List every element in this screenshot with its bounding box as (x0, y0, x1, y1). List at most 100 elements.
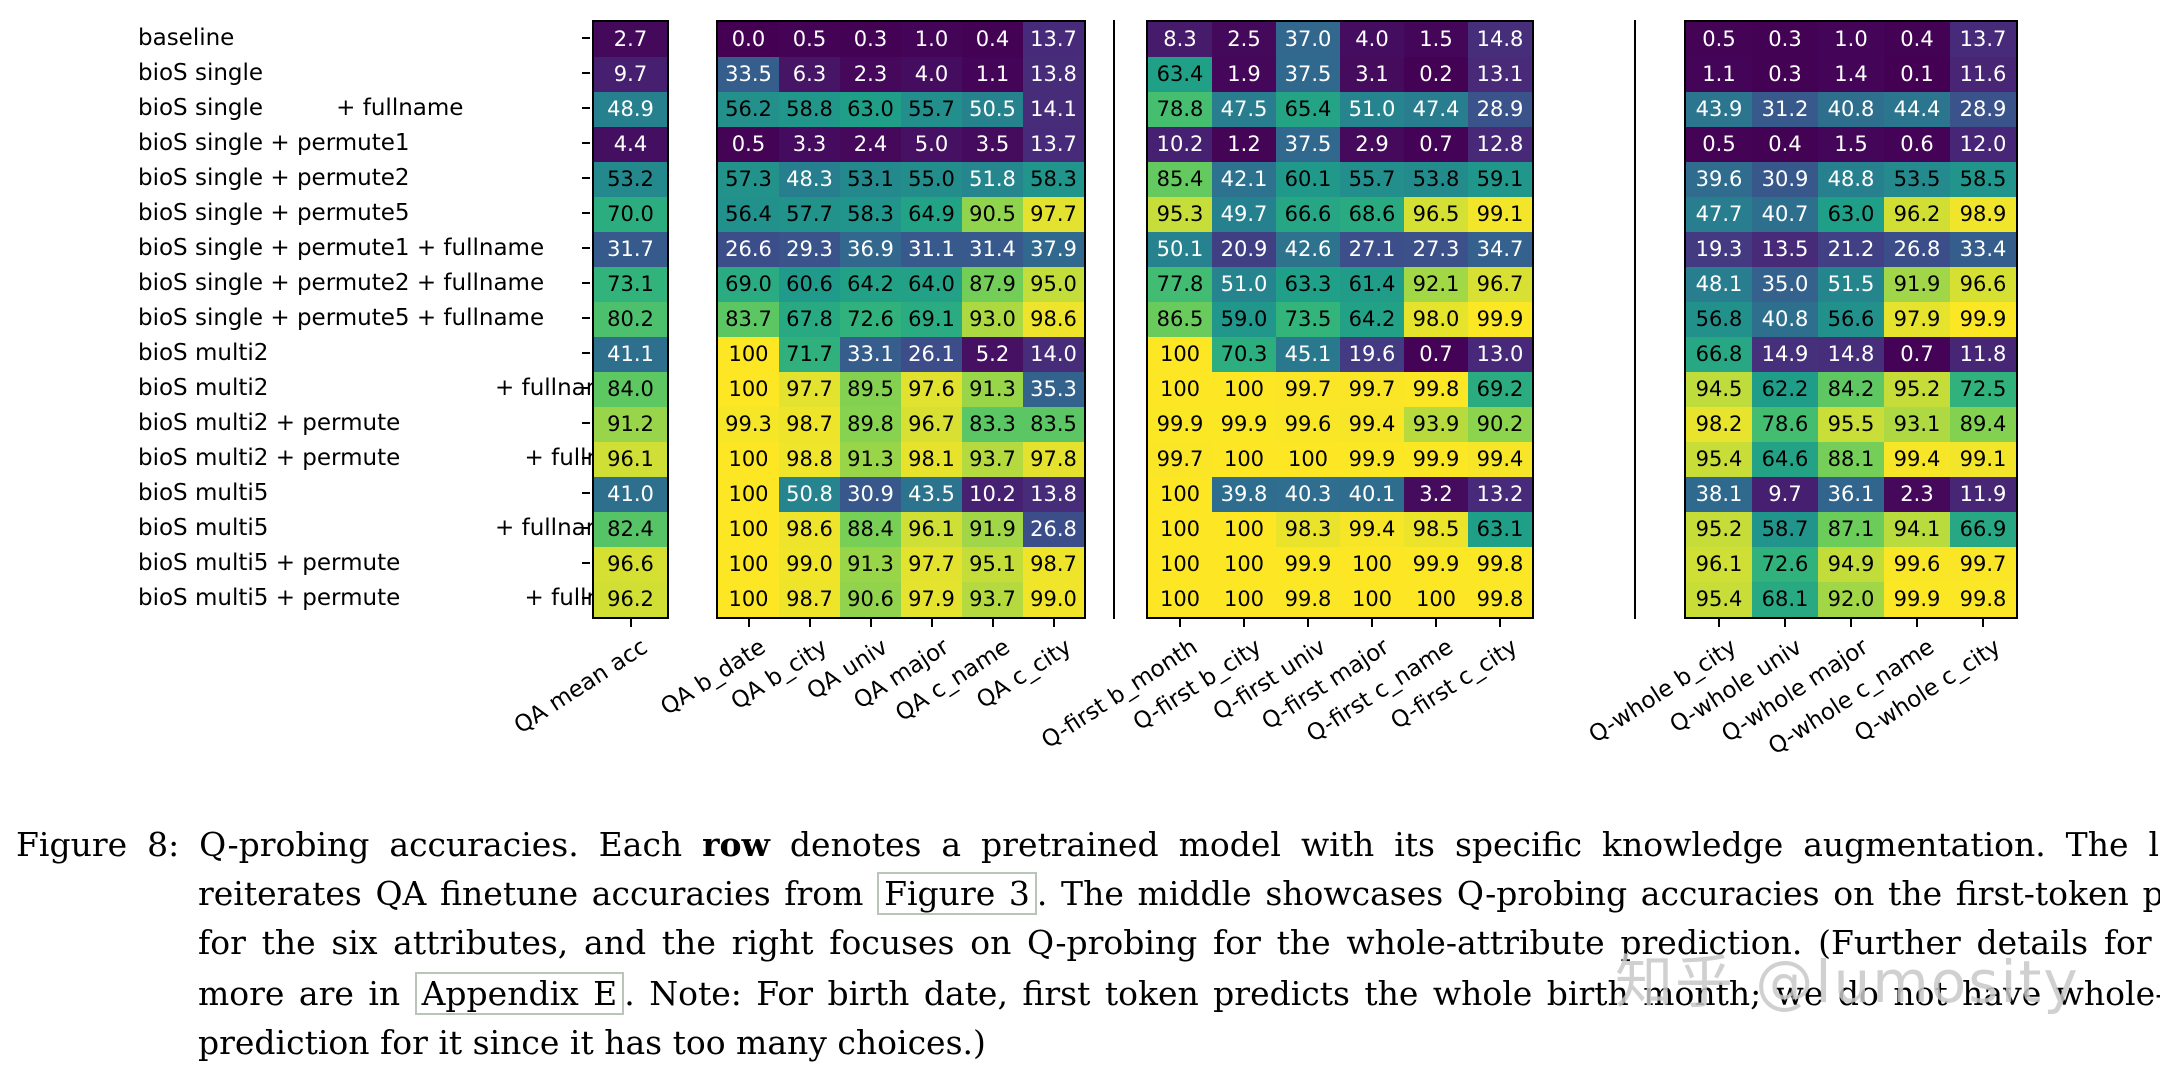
y-tick (582, 107, 590, 109)
heatmap-cell: 0.4 (1884, 22, 1950, 57)
heatmap-cell: 0.2 (1404, 57, 1468, 92)
block-separator-line (1634, 20, 1636, 619)
heatmap-cell: 2.5 (1212, 22, 1276, 57)
heatmap-cell: 27.3 (1404, 232, 1468, 267)
heatmap-cell: 96.2 (594, 582, 667, 617)
appendix-e-link[interactable]: Appendix E (414, 972, 625, 1015)
heatmap-cell: 100 (1148, 477, 1212, 512)
row-label: bioS single + permute1 (138, 129, 410, 156)
heatmap-cell: 43.5 (901, 477, 962, 512)
x-tick (1371, 619, 1373, 627)
heatmap-cell: 31.1 (901, 232, 962, 267)
heatmap-cell: 91.9 (1884, 267, 1950, 302)
heatmap-cell: 91.3 (840, 547, 901, 582)
heatmap-cell: 33.1 (840, 337, 901, 372)
heatmap-cell: 99.7 (1148, 442, 1212, 477)
heatmap-block-qa-finetune: 0.0 0.5 0.3 1.0 0.4 13.7 33.5 6.3 2.3 4.0 1.1 13.8 5… (716, 20, 1086, 619)
heatmap-cell: 45.1 (1276, 337, 1340, 372)
heatmap-cell: 98.1 (901, 442, 962, 477)
y-tick (582, 387, 590, 389)
y-tick (582, 177, 590, 179)
heatmap-cell: 51.0 (1340, 92, 1404, 127)
y-tick (582, 457, 590, 459)
heatmap-cell: 99.9 (1950, 302, 2016, 337)
caption-figure-label: Figure 8: (16, 825, 180, 864)
heatmap-cell: 0.7 (1884, 337, 1950, 372)
heatmap-cell: 98.2 (1686, 407, 1752, 442)
heatmap-cell: 97.7 (1023, 197, 1084, 232)
figure-3-link[interactable]: Figure 3 (877, 872, 1037, 915)
heatmap-cell: 57.7 (779, 197, 840, 232)
x-tick (1499, 619, 1501, 627)
caption-bold-row: row (702, 825, 770, 864)
heatmap-cell: 56.4 (718, 197, 779, 232)
heatmap-cell: 64.9 (901, 197, 962, 232)
heatmap-cell: 95.3 (1148, 197, 1212, 232)
x-tick (1052, 619, 1055, 627)
heatmap-cell: 0.7 (1404, 337, 1468, 372)
caption-text: . The middle showcases Q-probing accurac… (198, 874, 2160, 962)
heatmap-cell: 11.9 (1950, 477, 2016, 512)
heatmap-cell: 56.6 (1818, 302, 1884, 337)
heatmap-cell: 3.1 (1340, 57, 1404, 92)
heatmap-cell: 13.7 (1023, 127, 1084, 162)
x-tick (629, 619, 632, 627)
heatmap-cell: 0.7 (1404, 127, 1468, 162)
heatmap-cell: 91.3 (840, 442, 901, 477)
heatmap-cell: 99.4 (1468, 442, 1532, 477)
heatmap-cell: 40.3 (1276, 477, 1340, 512)
heatmap-cell: 60.6 (779, 267, 840, 302)
heatmap-cell: 33.4 (1950, 232, 2016, 267)
heatmap-cell: 93.7 (962, 582, 1023, 617)
heatmap-cell: 5.0 (901, 127, 962, 162)
heatmap-cell: 30.9 (840, 477, 901, 512)
heatmap-cell: 100 (1148, 512, 1212, 547)
heatmap-cell: 99.9 (1276, 547, 1340, 582)
heatmap-cell: 0.5 (779, 22, 840, 57)
heatmap-cell: 3.2 (1404, 477, 1468, 512)
heatmap-cell: 13.0 (1468, 337, 1532, 372)
heatmap-cell: 10.2 (1148, 127, 1212, 162)
heatmap-cell: 92.1 (1404, 267, 1468, 302)
heatmap-cell: 36.9 (840, 232, 901, 267)
heatmap-cell: 93.1 (1884, 407, 1950, 442)
heatmap-cell: 86.5 (1148, 302, 1212, 337)
heatmap-cell: 88.4 (840, 512, 901, 547)
heatmap-cell: 98.6 (779, 512, 840, 547)
heatmap-cell: 72.5 (1950, 372, 2016, 407)
heatmap-cell: 99.9 (1404, 547, 1468, 582)
heatmap-cell: 13.7 (1023, 22, 1084, 57)
heatmap-cell: 8.3 (1148, 22, 1212, 57)
heatmap-cell: 28.9 (1950, 92, 2016, 127)
heatmap-cell: 0.5 (718, 127, 779, 162)
heatmap-cell: 48.8 (1818, 162, 1884, 197)
heatmap-block-q-first: 8.3 2.5 37.0 4.0 1.5 14.8 63.4 1.9 37.5 3.1 0.2 13.… (1146, 20, 1534, 619)
heatmap-cell: 99.8 (1404, 372, 1468, 407)
heatmap-cell: 44.4 (1884, 92, 1950, 127)
heatmap-cell: 97.7 (901, 547, 962, 582)
heatmap-cell: 49.7 (1212, 197, 1276, 232)
heatmap-cell: 9.7 (1752, 477, 1818, 512)
heatmap-cell: 100 (1276, 442, 1340, 477)
heatmap-cell: 39.8 (1212, 477, 1276, 512)
x-tick (869, 619, 872, 627)
heatmap-cell: 99.6 (1884, 547, 1950, 582)
heatmap-cell: 99.6 (1276, 407, 1340, 442)
y-tick (582, 562, 590, 564)
row-label: bioS multi2 (138, 339, 269, 366)
caption-text: Q-probing accuracies. Each (179, 825, 703, 864)
caption-text: and more are in (198, 974, 401, 1013)
heatmap-cell: 98.8 (779, 442, 840, 477)
heatmap-cell: 100 (1212, 442, 1276, 477)
heatmap-cell: 51.5 (1818, 267, 1884, 302)
heatmap-cell: 94.1 (1884, 512, 1950, 547)
heatmap-cell: 100 (718, 337, 779, 372)
heatmap-cell: 51.8 (962, 162, 1023, 197)
heatmap-cell: 97.8 (1023, 442, 1084, 477)
heatmap-cell: 47.7 (1686, 197, 1752, 232)
heatmap-cell: 21.2 (1818, 232, 1884, 267)
heatmap-cell: 89.4 (1950, 407, 2016, 442)
row-label: bioS multi2 + fullname (138, 374, 623, 401)
heatmap-cell: 98.6 (1023, 302, 1084, 337)
